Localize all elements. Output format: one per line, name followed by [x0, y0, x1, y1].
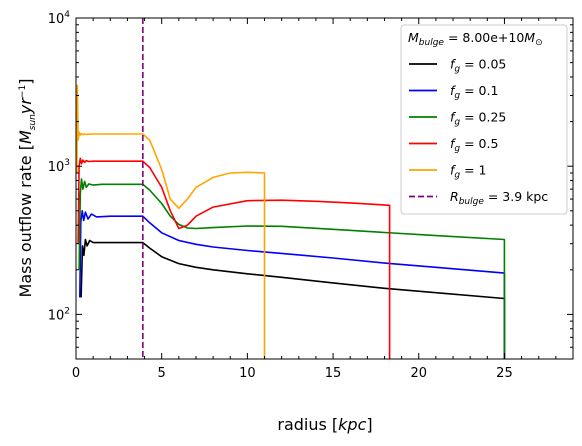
legend-label-1: fg = 0.1: [450, 83, 498, 101]
series-line-2: [78, 178, 506, 359]
x-axis-unit: kpc: [338, 415, 366, 434]
x-axis-label: radius [kpc]: [277, 415, 372, 434]
legend-label-3: fg = 0.5: [450, 136, 498, 154]
y-axis-label: Mass outflow rate [Msunyr−1]: [16, 79, 38, 298]
legend: Mbulge = 8.00e+10M⊙ fg = 0.05 fg = 0.1 fg …: [400, 24, 568, 215]
y-tick-label: 103: [48, 158, 70, 175]
series-line-4: [76, 84, 266, 359]
x-tick-label: 20: [410, 366, 427, 381]
x-tick-label: 10: [239, 366, 256, 381]
legend-label-0: fg = 0.05: [450, 57, 506, 75]
series-layer: [76, 18, 506, 359]
series-line-3: [77, 157, 391, 359]
x-tick-label: 5: [158, 366, 166, 381]
legend-label-4: fg = 1: [450, 163, 487, 181]
ticks-layer: 0 5 10 15 20 25 102 103 104: [48, 10, 573, 381]
legend-label-5: Rbulge = 3.9 kpc: [450, 189, 548, 207]
series-line-1: [79, 210, 506, 359]
series-line-0: [80, 238, 506, 359]
x-tick-label: 25: [496, 366, 513, 381]
y-tick-label: 102: [48, 306, 70, 323]
x-tick-label: 15: [325, 366, 342, 381]
plot-frame: [75, 17, 574, 360]
legend-title: Mbulge = 8.00e+10M⊙: [408, 30, 543, 48]
legend-label-2: fg = 0.25: [450, 110, 506, 128]
x-tick-label: 0: [72, 366, 80, 381]
x-axis-label-word: radius: [277, 415, 326, 434]
y-tick-label: 104: [48, 10, 71, 27]
legend-box: [400, 24, 568, 215]
